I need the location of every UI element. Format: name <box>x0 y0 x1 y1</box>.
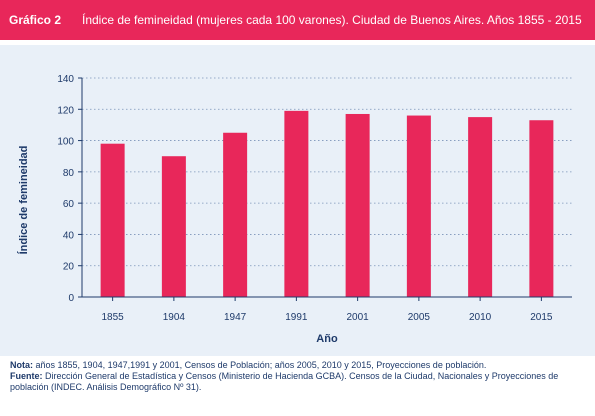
bar-2005 <box>406 115 431 298</box>
bar-1904 <box>161 156 186 297</box>
chart-title: Índice de femineidad (mujeres cada 100 v… <box>82 13 582 27</box>
chart-panel: 0 20 40 60 80 100 120 140 1855 1904 1947 1991 2001 20… <box>0 45 595 356</box>
y-axis-label: Índice de femineidad <box>17 146 30 255</box>
y-tick-label: 60 <box>63 199 75 210</box>
bar-1991 <box>284 110 309 297</box>
y-tick-label: 40 <box>63 230 75 241</box>
bar-1947 <box>223 132 248 297</box>
note-text: años 1855, 1904, 1947,1991 y 2001, Censo… <box>35 360 487 370</box>
note-line: Nota: años 1855, 1904, 1947,1991 y 2001,… <box>10 360 590 371</box>
x-tick-label: 1947 <box>224 312 247 323</box>
chart-header: Gráfico 2 Índice de femineidad (mujeres … <box>0 0 595 40</box>
y-tick-label: 100 <box>57 137 74 148</box>
bar-2010 <box>468 117 493 297</box>
bar-chart: 0 20 40 60 80 100 120 140 1855 1904 1947 1991 2001 20… <box>17 74 572 345</box>
x-tick-label: 1991 <box>285 312 308 323</box>
y-tick-label: 20 <box>63 262 75 273</box>
bars <box>100 110 554 298</box>
x-axis-label: Año <box>316 333 338 345</box>
note-label: Nota: <box>10 360 33 370</box>
source-line: Fuente: Dirección General de Estadística… <box>10 371 590 393</box>
y-tick-label: 120 <box>57 105 74 116</box>
bar-1855 <box>100 143 125 297</box>
x-tick-label: 1855 <box>102 312 125 323</box>
bar-2001 <box>345 113 370 297</box>
y-tick-label: 140 <box>57 74 74 85</box>
bar-2015 <box>529 120 554 297</box>
x-tick-label: 1904 <box>163 312 186 323</box>
x-tick-label: 2005 <box>408 312 431 323</box>
y-tick-label: 0 <box>68 293 74 304</box>
x-tick-label: 2015 <box>530 312 553 323</box>
source-text: Dirección General de Estadística y Censo… <box>10 371 559 392</box>
y-tick-label: 80 <box>63 168 75 179</box>
chart-notes: Nota: años 1855, 1904, 1947,1991 y 2001,… <box>10 360 590 393</box>
x-tick-label: 2001 <box>347 312 370 323</box>
source-label: Fuente: <box>10 371 43 381</box>
grid-lines <box>82 77 572 267</box>
figure-label: Gráfico 2 <box>9 13 62 27</box>
axes: 0 20 40 60 80 100 120 140 1855 1904 1947 1991 2001 20… <box>57 74 572 323</box>
x-tick-label: 2010 <box>469 312 492 323</box>
